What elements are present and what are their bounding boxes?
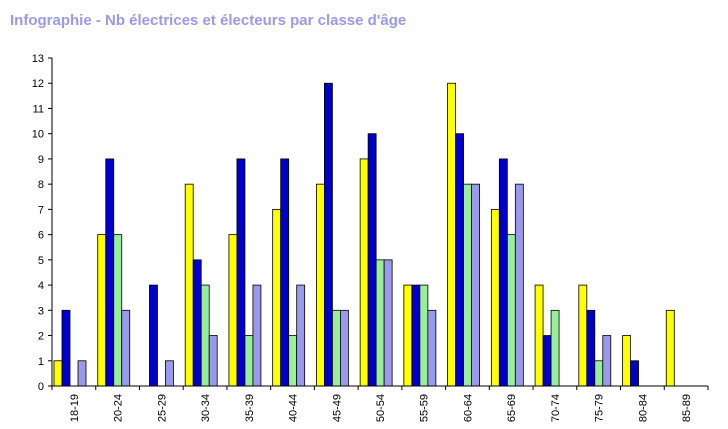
x-tick-label: 60-64	[462, 394, 474, 422]
x-tick-label: 40-44	[288, 394, 300, 422]
y-tick-label: 6	[38, 230, 44, 242]
bar-18-19-series-2	[61, 309, 71, 387]
bar-45-49-series-3	[331, 309, 341, 387]
bar-35-39-series-4	[252, 284, 262, 387]
x-tick-label: 18-19	[69, 394, 81, 422]
x-tick-label: 30-34	[200, 394, 212, 422]
bar-45-49-series-4	[339, 309, 349, 387]
bar-25-29-series-4	[165, 360, 174, 387]
y-tick-label: 13	[32, 53, 44, 65]
y-tick-label: 8	[38, 179, 44, 191]
bar-75-79-series-3	[594, 360, 604, 387]
x-tick-label: 80-84	[637, 394, 649, 422]
y-tick-label: 10	[32, 129, 44, 141]
bar-60-64-series-3	[463, 183, 473, 387]
y-tick-label: 7	[38, 204, 44, 216]
bar-60-64-series-2	[455, 133, 465, 387]
bar-50-54-series-4	[383, 259, 393, 387]
y-tick-label: 11	[33, 103, 44, 115]
bar-18-19-series-4	[77, 360, 87, 387]
x-tick-label: 25-29	[156, 394, 168, 422]
x-tick-label: 75-79	[594, 394, 606, 422]
x-tick-label: 65-69	[506, 394, 518, 422]
bar-35-39-series-2	[236, 158, 246, 387]
x-tick-label: 55-59	[419, 394, 431, 422]
bar-55-59-series-3	[419, 284, 429, 387]
bar-40-44-series-3	[288, 335, 298, 387]
y-tick-label: 4	[38, 280, 44, 292]
bar-50-54-series-3	[375, 259, 385, 387]
bar-30-34-series-3	[200, 284, 210, 387]
y-tick-label: 0	[38, 381, 44, 393]
bar-30-34-series-1	[184, 183, 194, 387]
x-tick-label: 50-54	[375, 394, 387, 422]
bar-50-54-series-1	[359, 158, 369, 387]
x-tick-label: 70-74	[550, 394, 562, 422]
bar-50-54-series-2	[367, 133, 377, 387]
x-tick-label: 45-49	[331, 394, 343, 422]
bar-35-39-series-1	[228, 234, 238, 387]
bar-20-24-series-4	[121, 309, 131, 387]
bar-18-19-series-1	[53, 360, 63, 387]
bar-20-24-series-1	[97, 234, 107, 387]
bar-70-74-series-3	[550, 309, 560, 387]
x-tick-label: 20-24	[113, 394, 125, 422]
y-tick-label: 9	[38, 154, 44, 166]
bar-70-74-series-1	[534, 284, 544, 387]
bar-20-24-series-2	[105, 158, 115, 387]
bar-75-79-series-4	[602, 335, 612, 387]
y-tick-label: 2	[38, 331, 44, 343]
x-tick-label: 35-39	[244, 394, 256, 422]
bar-40-44-series-2	[280, 158, 290, 387]
bar-75-79-series-2	[586, 309, 596, 387]
bar-40-44-series-4	[296, 284, 306, 387]
y-tick-label: 5	[38, 255, 44, 267]
bar-65-69-series-2	[498, 158, 508, 387]
bar-80-84-series-2	[630, 360, 639, 387]
bar-35-39-series-3	[244, 335, 254, 387]
bar-85-89-series-1	[665, 309, 675, 387]
bar-60-64-series-1	[447, 82, 457, 387]
y-tick-label: 1	[38, 356, 44, 368]
bar-60-64-series-4	[471, 183, 481, 387]
bar-20-24-series-3	[113, 234, 123, 387]
bar-65-69-series-3	[506, 234, 516, 387]
bar-55-59-series-2	[411, 284, 421, 387]
bar-55-59-series-1	[403, 284, 413, 387]
bar-65-69-series-1	[490, 208, 500, 387]
bars-group	[53, 82, 675, 387]
bar-80-84-series-1	[622, 335, 631, 387]
bar-45-49-series-2	[323, 82, 333, 387]
bar-70-74-series-2	[542, 335, 552, 387]
bar-30-34-series-4	[208, 335, 218, 387]
bar-75-79-series-1	[578, 284, 588, 387]
y-tick-label: 12	[32, 78, 44, 90]
axes-group	[51, 58, 708, 387]
bar-45-49-series-1	[315, 183, 325, 387]
bar-55-59-series-4	[427, 309, 437, 387]
x-ticks-group: 18-19 20-24 25-29 30-34 35-39 40-44 45-49 50-54…	[51, 386, 709, 422]
bar-65-69-series-4	[514, 183, 524, 387]
chart-title: Infographie - Nb électrices et électeurs…	[10, 12, 407, 29]
bar-30-34-series-2	[192, 259, 202, 387]
y-tick-label: 3	[38, 305, 44, 317]
x-tick-label: 85-89	[681, 394, 693, 422]
bar-40-44-series-1	[272, 208, 282, 387]
bar-25-29-series-2	[149, 284, 158, 387]
